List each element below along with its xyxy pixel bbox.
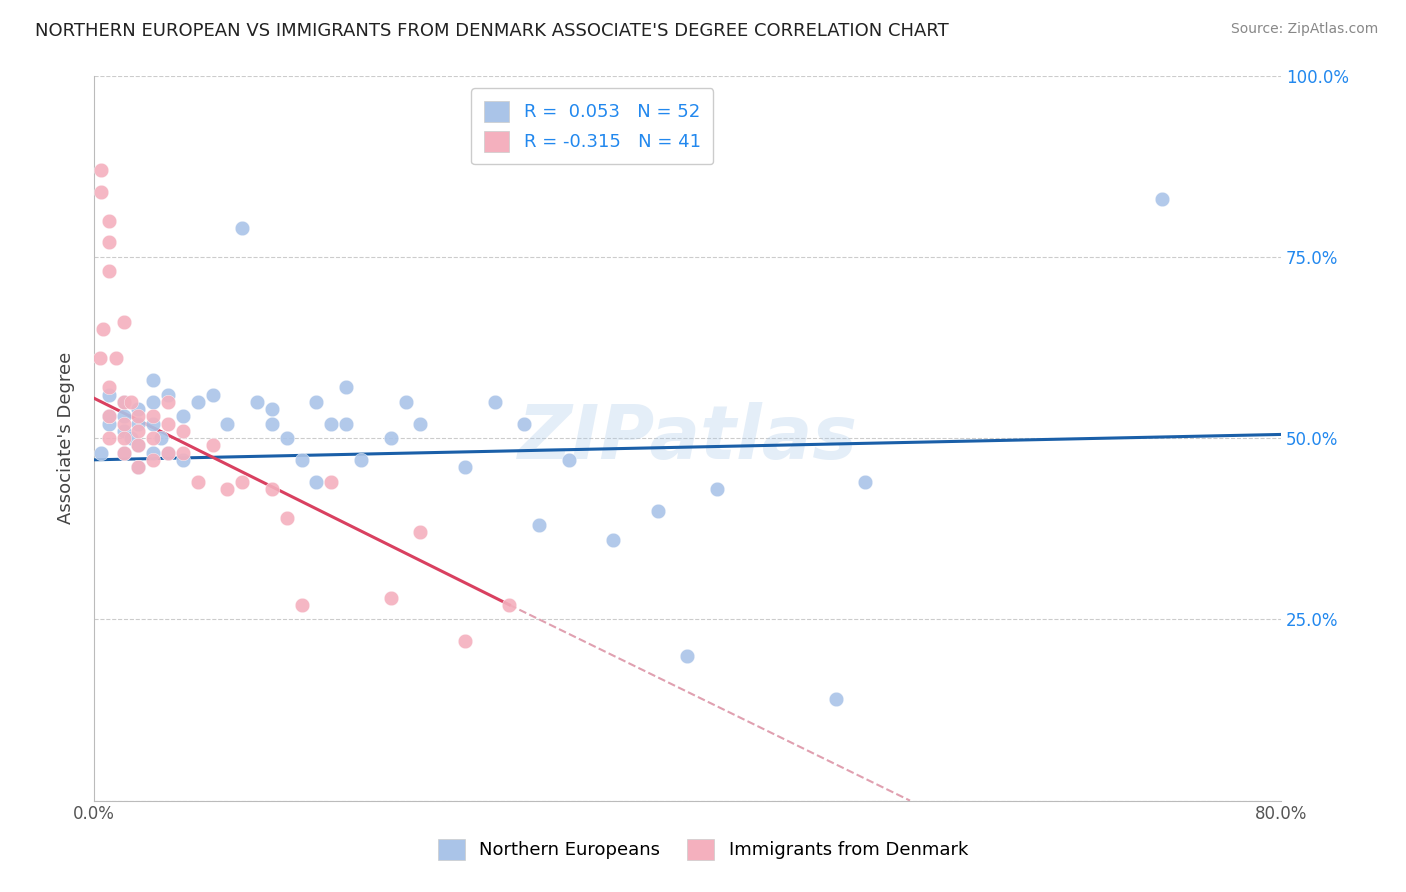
Point	[201, 387, 224, 401]
Point	[157, 445, 180, 459]
Point	[97, 417, 120, 431]
Point	[217, 482, 239, 496]
Point	[276, 511, 298, 525]
Point	[676, 648, 699, 663]
Point	[120, 431, 142, 445]
Point	[498, 598, 520, 612]
Point	[97, 264, 120, 278]
Point	[90, 162, 112, 177]
Point	[350, 452, 373, 467]
Point	[201, 438, 224, 452]
Point	[112, 394, 135, 409]
Point	[97, 387, 120, 401]
Point	[120, 394, 142, 409]
Point	[89, 351, 111, 366]
Point	[231, 475, 253, 489]
Point	[127, 417, 149, 431]
Point	[231, 220, 253, 235]
Point	[305, 394, 328, 409]
Point	[558, 452, 581, 467]
Point	[142, 394, 165, 409]
Text: ZIPatlas: ZIPatlas	[517, 401, 858, 475]
Point	[97, 431, 120, 445]
Point	[647, 503, 669, 517]
Point	[142, 452, 165, 467]
Point	[172, 424, 194, 438]
Point	[127, 460, 149, 475]
Point	[127, 409, 149, 424]
Point	[291, 452, 314, 467]
Point	[112, 424, 135, 438]
Point	[157, 394, 180, 409]
Point	[321, 417, 343, 431]
Point	[142, 417, 165, 431]
Point	[91, 322, 114, 336]
Point	[149, 431, 172, 445]
Point	[112, 445, 135, 459]
Point	[824, 692, 846, 706]
Point	[260, 402, 283, 417]
Point	[706, 482, 728, 496]
Point	[513, 417, 536, 431]
Point	[276, 431, 298, 445]
Point	[602, 533, 624, 547]
Point	[97, 213, 120, 227]
Y-axis label: Associate's Degree: Associate's Degree	[58, 352, 75, 524]
Point	[409, 417, 432, 431]
Point	[454, 460, 477, 475]
Point	[127, 438, 149, 452]
Point	[260, 417, 283, 431]
Point	[172, 409, 194, 424]
Legend: Northern Europeans, Immigrants from Denmark: Northern Europeans, Immigrants from Denm…	[430, 831, 976, 867]
Point	[112, 417, 135, 431]
Point	[260, 482, 283, 496]
Point	[454, 634, 477, 648]
Point	[112, 394, 135, 409]
Point	[112, 315, 135, 329]
Point	[157, 445, 180, 459]
Point	[484, 394, 506, 409]
Point	[142, 373, 165, 387]
Point	[527, 518, 550, 533]
Text: NORTHERN EUROPEAN VS IMMIGRANTS FROM DENMARK ASSOCIATE'S DEGREE CORRELATION CHAR: NORTHERN EUROPEAN VS IMMIGRANTS FROM DEN…	[35, 22, 949, 40]
Text: Source: ZipAtlas.com: Source: ZipAtlas.com	[1230, 22, 1378, 37]
Legend: R =  0.053   N = 52, R = -0.315   N = 41: R = 0.053 N = 52, R = -0.315 N = 41	[471, 88, 713, 164]
Point	[97, 409, 120, 424]
Point	[855, 475, 877, 489]
Point	[127, 402, 149, 417]
Point	[112, 431, 135, 445]
Point	[246, 394, 269, 409]
Point	[335, 417, 357, 431]
Point	[291, 598, 314, 612]
Point	[335, 380, 357, 394]
Point	[380, 591, 402, 605]
Point	[112, 409, 135, 424]
Point	[187, 475, 209, 489]
Point	[409, 525, 432, 540]
Point	[157, 417, 180, 431]
Point	[90, 185, 112, 199]
Point	[127, 438, 149, 452]
Point	[1152, 192, 1174, 206]
Point	[112, 445, 135, 459]
Point	[172, 452, 194, 467]
Point	[157, 387, 180, 401]
Point	[321, 475, 343, 489]
Point	[90, 445, 112, 459]
Point	[187, 394, 209, 409]
Point	[217, 417, 239, 431]
Point	[380, 431, 402, 445]
Point	[127, 424, 149, 438]
Point	[105, 351, 128, 366]
Point	[394, 394, 416, 409]
Point	[97, 409, 120, 424]
Point	[97, 380, 120, 394]
Point	[97, 235, 120, 250]
Point	[127, 460, 149, 475]
Point	[142, 431, 165, 445]
Point	[305, 475, 328, 489]
Point	[142, 409, 165, 424]
Point	[142, 445, 165, 459]
Point	[172, 445, 194, 459]
